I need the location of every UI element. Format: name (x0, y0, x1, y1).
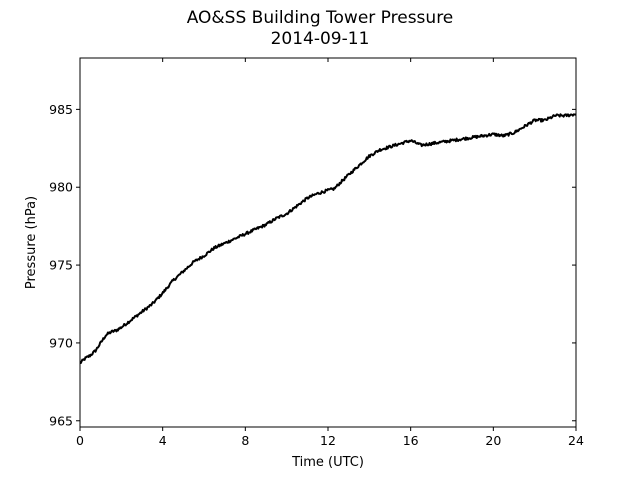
series-line (79, 113, 577, 365)
chart-title-block: AO&SS Building Tower Pressure 2014-09-11 (0, 8, 640, 50)
x-tick-label: 16 (403, 433, 419, 448)
plot-frame (79, 57, 577, 428)
x-axis-label: Time (UTC) (291, 455, 364, 470)
x-tick-label: 4 (159, 433, 167, 448)
x-tick-label: 8 (241, 433, 249, 448)
x-tick-label: 24 (568, 433, 584, 448)
x-tick-label: 20 (485, 433, 501, 448)
y-tick-label: 970 (49, 335, 73, 350)
y-axis-label: Pressure (hPa) (24, 196, 39, 289)
y-tick-label: 985 (49, 102, 73, 117)
y-tick-label: 965 (49, 413, 73, 428)
y-tick-label: 980 (49, 180, 73, 195)
ticks-layer: 0 4 8 12 16 20 24 965 970 975 980 985 (49, 58, 584, 448)
chart-subtitle: 2014-09-11 (270, 29, 370, 49)
y-tick-label: 975 (49, 258, 73, 273)
chart-title: AO&SS Building Tower Pressure (186, 8, 454, 28)
x-tick-label: 12 (320, 433, 336, 448)
x-tick-label: 0 (76, 433, 84, 448)
